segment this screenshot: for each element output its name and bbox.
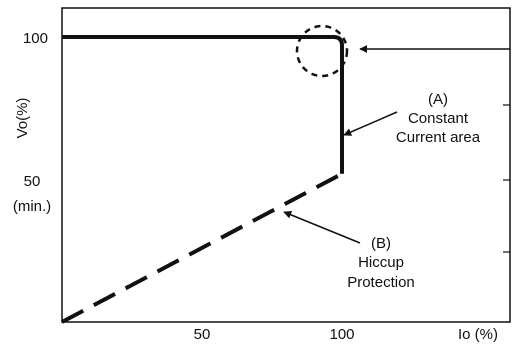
annotation-b-line1: Hiccup bbox=[358, 254, 404, 271]
series-dashed-line bbox=[61, 172, 343, 324]
annotation-b-line2: Protection bbox=[347, 274, 415, 291]
x-axis-label: Io (%) bbox=[458, 326, 498, 343]
arrow-a bbox=[343, 111, 398, 136]
annotation-a-line1: Constant bbox=[408, 110, 469, 127]
annotation-a-line2: Current area bbox=[396, 129, 481, 146]
annotation-b-tag: (B) bbox=[371, 235, 391, 252]
plot-frame bbox=[61, 7, 511, 323]
series-solid-line bbox=[62, 35, 344, 174]
y-tick-label-50: 50 bbox=[24, 173, 41, 190]
y-axis-label: Vo(%) bbox=[14, 98, 31, 139]
y-tick-label-100: 100 bbox=[23, 30, 48, 47]
x-tick-label-50: 50 bbox=[194, 326, 211, 343]
arrow-b bbox=[283, 211, 361, 244]
y-tick-note-min: (min.) bbox=[13, 198, 51, 215]
annotation-a-tag: (A) bbox=[428, 91, 448, 108]
knee-highlight-circle bbox=[295, 24, 349, 78]
x-tick-label-100: 100 bbox=[329, 326, 354, 343]
right-axis-ticks bbox=[503, 104, 510, 253]
